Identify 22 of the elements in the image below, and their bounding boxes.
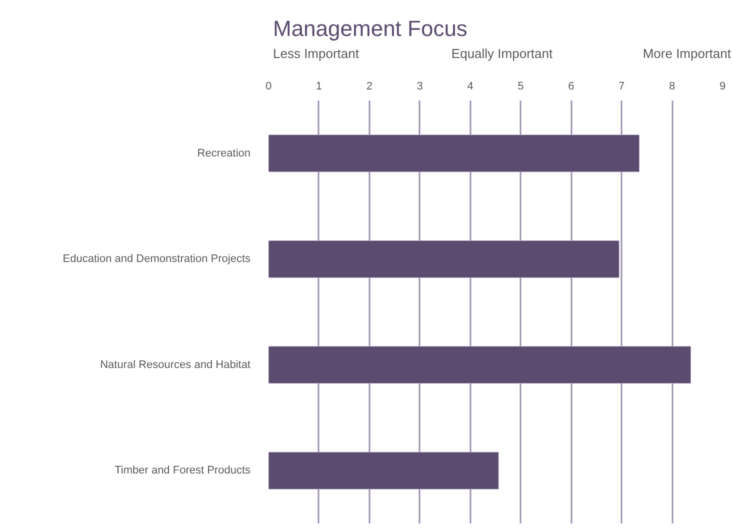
text: More Important xyxy=(642,45,731,63)
x-tick-label: 7 xyxy=(618,80,625,92)
x-tick-label: 1 xyxy=(316,80,322,92)
x-tick-label: 2 xyxy=(366,80,372,92)
x-tick-label: 5 xyxy=(518,80,524,92)
text: Equally Important xyxy=(451,45,553,63)
y-tick-label: Natural Resources and Habitat xyxy=(100,358,251,371)
bar xyxy=(268,134,640,172)
x-tick-label: 8 xyxy=(668,80,676,92)
x-tick-label: 4 xyxy=(467,80,474,92)
x-tick-label: 0 xyxy=(265,80,272,92)
chart-title: Management Focus xyxy=(273,15,468,43)
bar xyxy=(268,346,691,384)
x-tick-label: 9 xyxy=(719,80,726,92)
y-tick-label: Timber and Forest Products xyxy=(114,464,251,477)
bar xyxy=(268,452,499,490)
y-tick-label: Recreation xyxy=(197,147,251,160)
y-tick-label: Education and Demonstration Projects xyxy=(62,253,251,266)
bar xyxy=(268,240,620,278)
x-tick-label: 6 xyxy=(568,80,574,92)
text: Less Important xyxy=(273,45,359,63)
x-tick-label: 3 xyxy=(416,80,423,92)
